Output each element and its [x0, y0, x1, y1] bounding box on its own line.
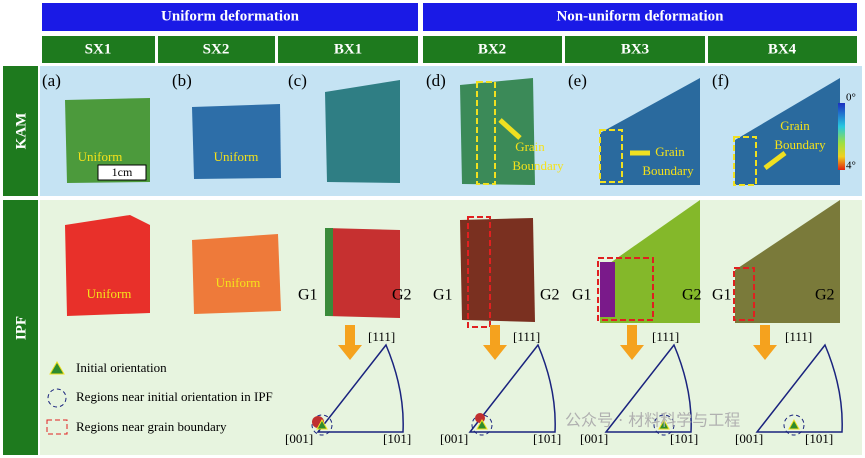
grain-label: G1: [712, 287, 732, 304]
column-title: BX1: [334, 41, 362, 57]
legend-label: Regions near grain boundary: [76, 419, 227, 434]
row-title: KAM: [13, 113, 29, 150]
pole-label: [101]: [383, 431, 411, 446]
kam-map: [325, 80, 400, 183]
pole-label: [001]: [440, 431, 468, 446]
group-bar: [42, 3, 418, 31]
panel-label: (e): [568, 71, 587, 90]
column-title: BX3: [621, 41, 649, 57]
arrow: [498, 118, 787, 170]
panel-label: (f): [712, 71, 729, 90]
ipf-map: [460, 218, 535, 322]
row-bar: [3, 200, 38, 455]
pole-label: [001]: [580, 431, 608, 446]
scale-bar: [97, 164, 147, 181]
annotation: Boundary: [774, 137, 826, 152]
initial-orientation: [316, 418, 800, 430]
grain-label: G2: [815, 287, 835, 304]
pole-label: [001]: [285, 431, 313, 446]
grain-label: G2: [540, 287, 560, 304]
group-title: Uniform deformation: [161, 8, 300, 24]
panel-label: (c): [288, 71, 307, 90]
column-title: BX2: [478, 41, 506, 57]
ipf-map: [192, 234, 281, 314]
annotation: Uniform: [216, 275, 261, 290]
group-title: Non-uniform deformation: [556, 8, 724, 24]
initial-region: [311, 414, 805, 436]
pole-label: [111]: [368, 329, 395, 344]
annotation: Grain: [780, 118, 810, 133]
ipf-panel: [40, 200, 862, 455]
pole-label: [101]: [533, 431, 561, 446]
ipf-map: [325, 228, 333, 316]
scale-label: 1cm: [112, 165, 133, 179]
legend-label: Regions near initial orientation in IPF: [76, 389, 273, 404]
colorbar-label: 4°: [846, 160, 856, 172]
grain-boundary-box: [467, 216, 755, 328]
column-bars: [42, 36, 857, 63]
column-title: SX1: [85, 41, 112, 57]
grain-label: G1: [298, 287, 318, 304]
kam-map: [65, 98, 150, 183]
ipf-map: [600, 200, 700, 323]
annotation: Boundary: [642, 163, 694, 178]
annotation: Uniform: [87, 286, 132, 301]
panel-label: (a): [42, 71, 61, 90]
pole-label: [101]: [670, 431, 698, 446]
annotation: Grain: [515, 139, 545, 154]
panel-label: (d): [426, 71, 446, 90]
ipf-map: [735, 200, 840, 323]
ipf-map: [325, 228, 400, 318]
legend-symbol: [49, 361, 65, 375]
panel-label: (b): [172, 71, 192, 90]
legend-label: Initial orientation: [76, 360, 167, 375]
pole-label: [101]: [805, 431, 833, 446]
kam-map: [600, 78, 700, 185]
ipf-map: [600, 262, 615, 317]
column-title: BX4: [768, 41, 797, 57]
legend-symbol: [46, 419, 68, 435]
pole-label: [111]: [513, 329, 540, 344]
colorbar: [838, 103, 845, 170]
annotation: Uniform: [78, 149, 123, 164]
kam-panel: [40, 66, 862, 196]
grain-label: G1: [433, 287, 453, 304]
pole-label: [001]: [735, 431, 763, 446]
kam-map: [735, 78, 840, 185]
group-bar: [423, 3, 857, 31]
row-title: IPF: [13, 316, 29, 340]
legend-symbol: [47, 388, 67, 408]
kam-map: [460, 78, 535, 185]
pole-figure: [316, 343, 843, 433]
grain-label: G2: [682, 287, 702, 304]
grain-label: G2: [392, 287, 412, 304]
down-arrow: [338, 325, 777, 360]
colorbar-label: 0°: [846, 92, 856, 104]
grain-boundary-box: [476, 81, 757, 186]
row-bar: [3, 66, 38, 196]
grain-label: G1: [572, 287, 592, 304]
annotation: Grain: [655, 144, 685, 159]
watermark: 公众号 · 材料科学与工程: [565, 411, 740, 430]
kam-map: [192, 104, 281, 179]
annotation: Boundary: [512, 158, 564, 173]
ipf-map: [65, 215, 150, 316]
annotation: Uniform: [214, 149, 259, 164]
pole-label: [111]: [785, 329, 812, 344]
column-title: SX2: [203, 41, 230, 57]
pole-label: [111]: [652, 329, 679, 344]
